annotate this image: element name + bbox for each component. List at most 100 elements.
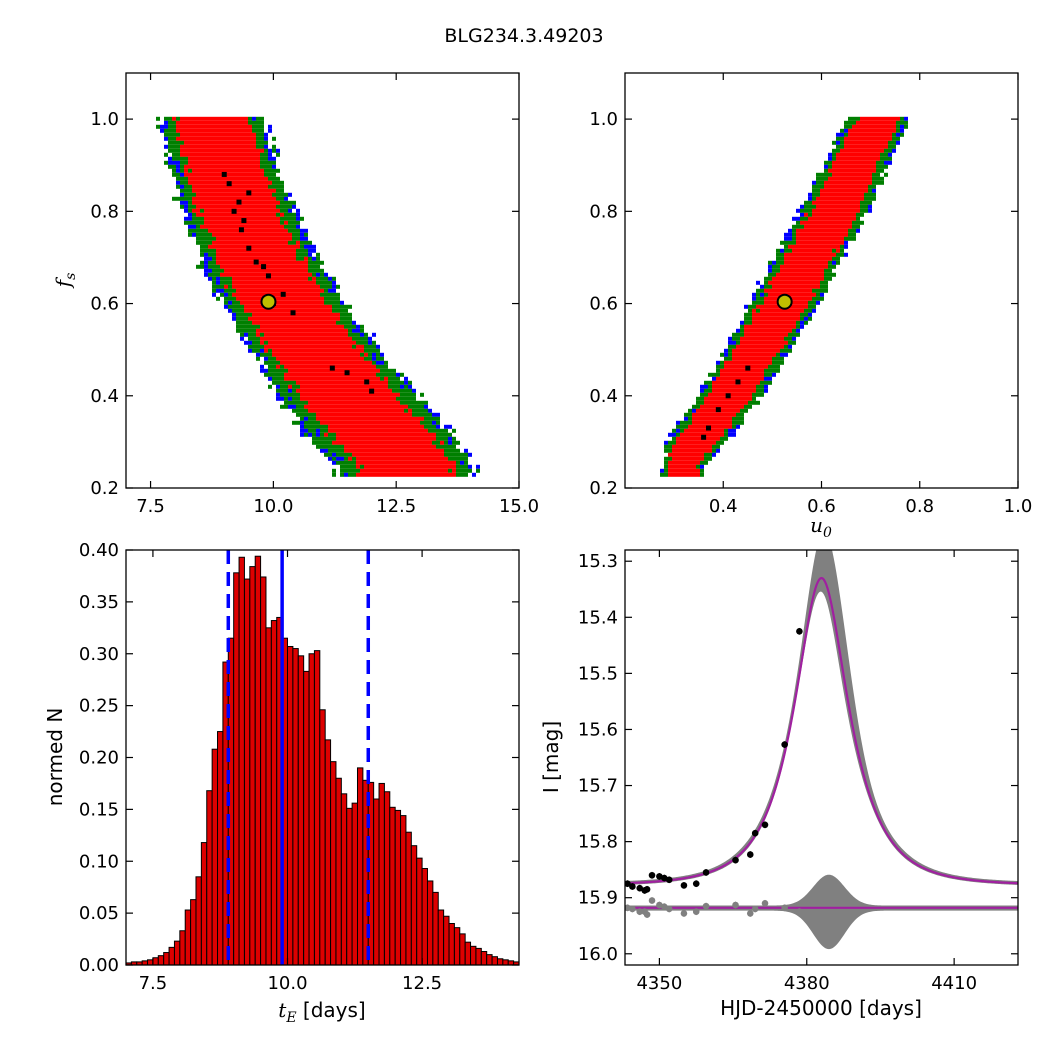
- inner-region-cell: [260, 288, 264, 293]
- inner-region-cell: [808, 292, 812, 297]
- inner-region-cell: [392, 440, 396, 445]
- inner-region-cell: [288, 368, 292, 373]
- inner-region-cell: [772, 280, 776, 285]
- inner-region-cell: [180, 148, 184, 153]
- inner-region-cell: [288, 352, 292, 357]
- outer-region-cell: [228, 300, 232, 305]
- inner-region-cell: [868, 144, 872, 149]
- inner-region-cell: [280, 272, 284, 277]
- inner-region-cell: [288, 340, 292, 345]
- inner-region-cell: [296, 328, 300, 333]
- middle-region-cell: [748, 400, 752, 405]
- inner-region-cell: [724, 424, 728, 429]
- inner-region-cell: [384, 448, 388, 453]
- inner-region-cell: [316, 388, 320, 393]
- inner-region-cell: [384, 432, 388, 437]
- inner-region-cell: [748, 384, 752, 389]
- inner-region-cell: [372, 460, 376, 465]
- inner-region-cell: [748, 376, 752, 381]
- inner-region-cell: [284, 244, 288, 249]
- inner-region-cell: [256, 152, 260, 157]
- light-curve-ylabel: I [mag]: [539, 721, 563, 793]
- inner-region-cell: [208, 136, 212, 141]
- inner-region-cell: [344, 364, 348, 369]
- inner-region-cell: [268, 252, 272, 257]
- inner-region-cell: [276, 364, 280, 369]
- middle-region-cell: [788, 248, 792, 253]
- outer-region-cell: [660, 472, 664, 477]
- inner-region-cell: [728, 404, 732, 409]
- inner-region-cell: [388, 424, 392, 429]
- inner-region-cell: [856, 188, 860, 193]
- inner-region-cell: [284, 248, 288, 253]
- inner-region-cell: [208, 196, 212, 201]
- inner-region-cell: [236, 240, 240, 245]
- inner-region-cell: [380, 432, 384, 437]
- inner-region-cell: [212, 144, 216, 149]
- inner-region-cell: [844, 164, 848, 169]
- inner-region-cell: [820, 200, 824, 205]
- inner-region-cell: [252, 308, 256, 313]
- inner-region-cell: [804, 228, 808, 233]
- middle-region-cell: [296, 228, 300, 233]
- inner-region-cell: [376, 444, 380, 449]
- middle-region-cell: [228, 276, 232, 281]
- middle-region-cell: [804, 308, 808, 313]
- inner-region-cell: [224, 216, 228, 221]
- inner-region-cell: [404, 424, 408, 429]
- inner-region-cell: [212, 136, 216, 141]
- inner-region-cell: [400, 412, 404, 417]
- inner-region-cell: [240, 172, 244, 177]
- inner-region-cell: [260, 252, 264, 257]
- outer-region-cell: [764, 384, 768, 389]
- outer-region-cell: [232, 316, 236, 321]
- outer-region-cell: [224, 304, 228, 309]
- inner-region-cell: [724, 368, 728, 373]
- inner-region-cell: [692, 460, 696, 465]
- inner-region-cell: [304, 300, 308, 305]
- inner-region-cell: [852, 192, 856, 197]
- middle-region-cell: [240, 312, 244, 317]
- inner-region-cell: [856, 132, 860, 137]
- inner-region-cell: [280, 352, 284, 357]
- histogram-bar: [190, 899, 197, 966]
- inner-region-cell: [400, 424, 404, 429]
- inner-region-cell: [296, 300, 300, 305]
- middle-region-cell: [320, 428, 324, 433]
- middle-region-cell: [324, 300, 328, 305]
- middle-region-cell: [380, 376, 384, 381]
- middle-region-cell: [768, 272, 772, 277]
- middle-region-cell: [192, 220, 196, 225]
- outer-region-cell: [804, 200, 808, 205]
- inner-region-cell: [200, 140, 204, 145]
- inner-region-cell: [264, 220, 268, 225]
- inner-region-cell: [380, 388, 384, 393]
- middle-region-cell: [820, 288, 824, 293]
- inner-region-cell: [200, 120, 204, 125]
- outer-region-cell: [768, 372, 772, 377]
- inner-region-cell: [280, 328, 284, 333]
- inner-region-cell: [356, 412, 360, 417]
- inner-region-cell: [300, 300, 304, 305]
- outer-region-cell: [204, 252, 208, 257]
- inner-region-cell: [808, 240, 812, 245]
- inner-region-cell: [736, 344, 740, 349]
- inner-region-cell: [224, 120, 228, 125]
- inner-region-cell: [380, 444, 384, 449]
- inner-region-cell: [336, 336, 340, 341]
- inner-region-cell: [292, 248, 296, 253]
- inner-region-cell: [240, 188, 244, 193]
- histogram-bar: [270, 620, 278, 966]
- outer-region-cell: [264, 368, 268, 373]
- outer-region-cell: [764, 276, 768, 281]
- fs-vs-u0-xtick-label: 1.0: [1004, 496, 1033, 517]
- middle-region-cell: [404, 388, 408, 393]
- inner-region-cell: [176, 128, 180, 133]
- inner-region-cell: [856, 204, 860, 209]
- inner-region-cell: [216, 124, 220, 129]
- inner-region-cell: [260, 188, 264, 193]
- inner-region-cell: [232, 236, 236, 241]
- inner-region-cell: [260, 340, 264, 345]
- middle-region-cell: [824, 168, 828, 173]
- inner-region-cell: [800, 308, 804, 313]
